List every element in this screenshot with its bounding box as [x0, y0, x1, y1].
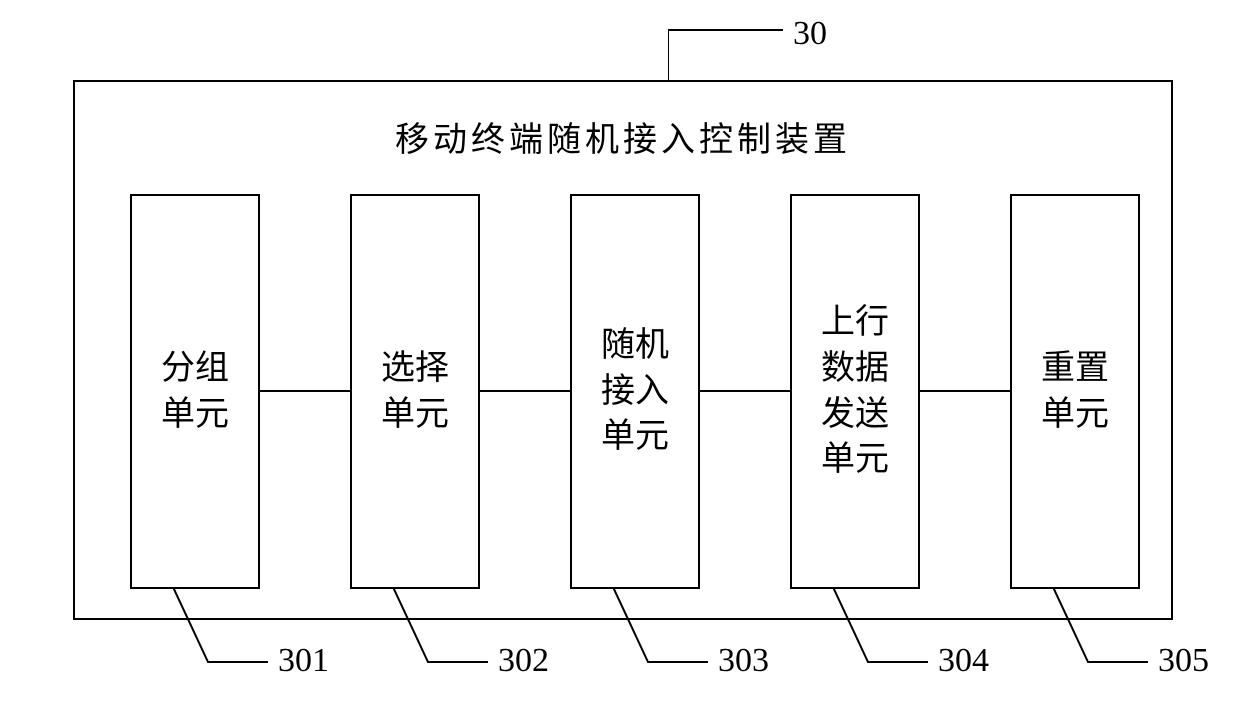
unit-ref-leader-1	[173, 587, 293, 677]
connector-3-4	[700, 390, 790, 392]
unit-label-3: 随机接入单元	[601, 323, 669, 461]
connector-1-2	[260, 390, 350, 392]
unit-ref-label-1: 301	[278, 642, 329, 680]
unit-box-3: 随机接入单元	[570, 194, 700, 589]
unit-label-5: 重置单元	[1041, 346, 1109, 438]
outer-ref-label: 30	[793, 15, 827, 53]
unit-label-2: 选择单元	[381, 346, 449, 438]
connector-4-5	[920, 390, 1010, 392]
diagram-container: 30 移动终端随机接入控制装置 分组单元 选择单元 随机接入单元 上行数据发送单…	[73, 80, 1173, 620]
connector-2-3	[480, 390, 570, 392]
unit-ref-label-5: 305	[1158, 642, 1209, 680]
unit-label-4: 上行数据发送单元	[821, 300, 889, 484]
unit-box-1: 分组单元	[130, 194, 260, 589]
unit-ref-leader-4	[833, 587, 953, 677]
unit-ref-leader-5	[1053, 587, 1173, 677]
unit-ref-leader-2	[393, 587, 513, 677]
unit-label-1: 分组单元	[161, 346, 229, 438]
unit-ref-label-2: 302	[498, 642, 549, 680]
unit-box-5: 重置单元	[1010, 194, 1140, 589]
unit-box-2: 选择单元	[350, 194, 480, 589]
unit-ref-label-3: 303	[718, 642, 769, 680]
unit-box-4: 上行数据发送单元	[790, 194, 920, 589]
unit-ref-leader-3	[613, 587, 733, 677]
unit-ref-label-4: 304	[938, 642, 989, 680]
outer-title: 移动终端随机接入控制装置	[75, 112, 1171, 161]
outer-box: 移动终端随机接入控制装置 分组单元 选择单元 随机接入单元 上行数据发送单元 重…	[73, 80, 1173, 620]
